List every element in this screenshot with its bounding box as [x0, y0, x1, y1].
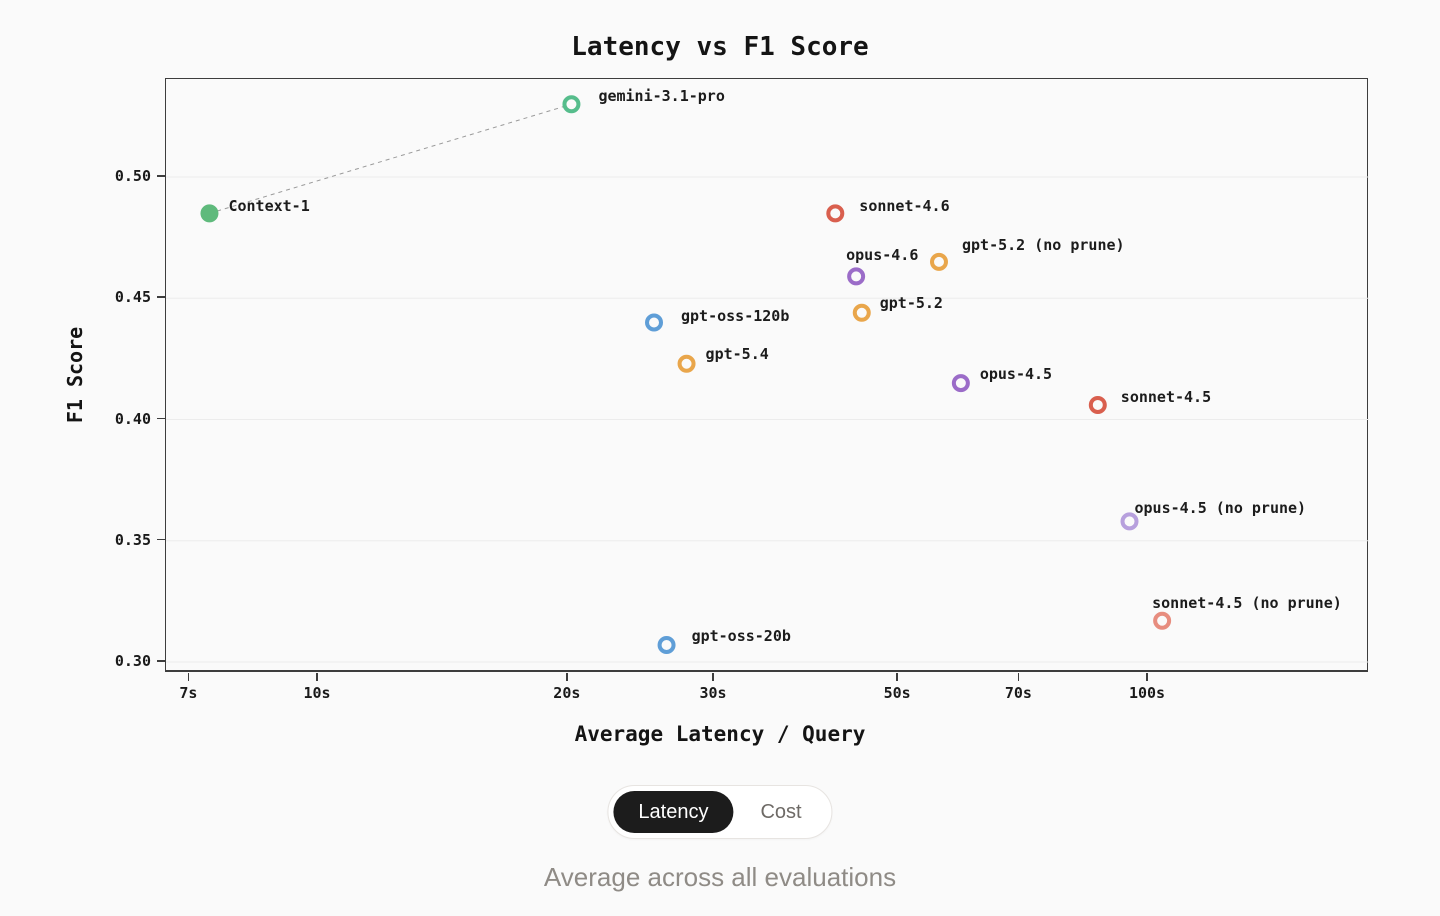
data-point-opus-4.5[interactable] [951, 374, 970, 393]
x-axis-label: Average Latency / Query [574, 722, 866, 746]
x-tick-label: 20s [553, 684, 581, 702]
data-point-gpt-5.4[interactable] [677, 354, 696, 373]
connector-line [209, 103, 572, 214]
x-tick-label: 7s [179, 684, 198, 702]
chart-subtitle: Average across all evaluations [543, 862, 897, 892]
x-tick-label: 70s [1004, 684, 1032, 702]
data-point-gpt-oss-120b[interactable] [645, 313, 664, 332]
x-tick [896, 673, 898, 681]
data-point-sonnet-4.5-no-prune-[interactable] [1153, 611, 1172, 630]
y-tick [157, 296, 165, 298]
x-tick-label: 10s [303, 684, 331, 702]
x-tick [566, 673, 568, 681]
x-tick-label: 30s [699, 684, 727, 702]
data-point-gpt-5.2[interactable] [852, 303, 871, 322]
toggle-latency-button[interactable]: Latency [613, 791, 734, 833]
scatter-canvas [166, 95, 1369, 663]
y-tick-label: 0.35 [114, 530, 151, 549]
chart-title: Latency vs F1 Score [571, 32, 869, 62]
y-tick [157, 175, 165, 177]
data-point-opus-4.5-no-prune-[interactable] [1120, 512, 1139, 531]
x-tick [1017, 673, 1020, 681]
data-point-sonnet-4.6[interactable] [826, 204, 845, 223]
y-tick-label: 0.40 [114, 409, 151, 428]
data-point-sonnet-4.5[interactable] [1088, 395, 1107, 414]
toggle-cost-button[interactable]: Cost [735, 791, 826, 833]
y-tick [157, 660, 165, 662]
y-tick [157, 417, 165, 419]
y-tick [157, 538, 165, 541]
data-point-gpt-5.2-no-prune-[interactable] [929, 252, 948, 271]
data-point-gpt-oss-20b[interactable] [657, 636, 676, 655]
x-tick-label: 100s [1128, 684, 1166, 702]
plot-area: Context-1 gemini-3.1-pro sonnet-4.6 opus-4.… [165, 78, 1369, 672]
y-tick-label: 0.45 [114, 288, 151, 307]
data-point-opus-4.6[interactable] [847, 267, 866, 286]
x-tick [187, 673, 190, 681]
metric-toggle: Latency Cost [607, 785, 833, 839]
x-tick [316, 673, 318, 681]
y-tick-label: 0.50 [114, 167, 151, 185]
y-tick-label: 0.30 [114, 652, 151, 670]
x-tick [1146, 673, 1148, 681]
x-tick-label: 50s [883, 684, 911, 702]
data-point-gemini-3.1-pro[interactable] [562, 95, 581, 114]
data-point-context-1[interactable] [200, 204, 219, 223]
y-axis-label: F1 Score [63, 326, 87, 424]
x-tick [712, 673, 714, 681]
